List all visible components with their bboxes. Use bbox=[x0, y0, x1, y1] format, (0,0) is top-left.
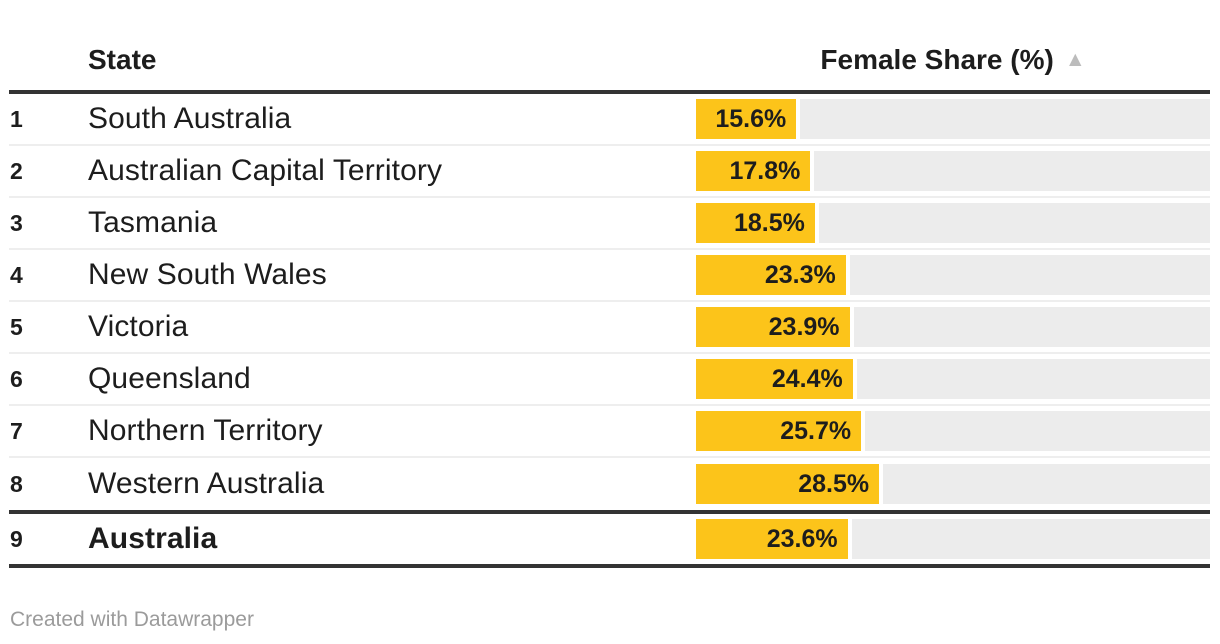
value-bar: 28.5% bbox=[696, 464, 880, 504]
sort-ascending-icon[interactable]: ▲ bbox=[1064, 47, 1086, 71]
bar-value-label: 25.7% bbox=[780, 416, 852, 445]
bar-value-label: 23.9% bbox=[768, 312, 840, 341]
row-state-label: Australian Capital Territory bbox=[88, 154, 443, 187]
bar-value-label: 18.5% bbox=[733, 208, 805, 237]
value-bar: 17.8% bbox=[696, 151, 811, 191]
row-bar-cell: 28.5% bbox=[696, 464, 1210, 504]
bar-track bbox=[853, 307, 1210, 347]
row-bar-cell: 23.6% bbox=[696, 519, 1210, 559]
row-state-label: Australia bbox=[88, 522, 218, 555]
bar-track bbox=[800, 99, 1210, 139]
table-row: 8 Western Australia 28.5% bbox=[9, 458, 1210, 510]
row-rank: 1 bbox=[10, 105, 23, 132]
row-rank: 8 bbox=[10, 470, 23, 497]
value-bar: 18.5% bbox=[696, 203, 815, 243]
credit-link[interactable]: Created with Datawrapper bbox=[10, 608, 254, 631]
row-state-label: New South Wales bbox=[88, 258, 327, 291]
row-rank: 4 bbox=[10, 261, 23, 288]
column-header-value-label: Female Share (%) bbox=[820, 44, 1054, 75]
bar-track bbox=[851, 519, 1210, 559]
bar-track bbox=[849, 255, 1210, 295]
bar-value-label: 28.5% bbox=[798, 469, 870, 498]
row-bar-cell: 25.7% bbox=[696, 411, 1210, 451]
bar-track bbox=[814, 151, 1210, 191]
row-state-label: Northern Territory bbox=[88, 414, 323, 447]
column-header-value[interactable]: Female Share (%) ▲ bbox=[696, 46, 1210, 74]
row-bar-cell: 23.3% bbox=[696, 255, 1210, 295]
table-row: 7 Northern Territory 25.7% bbox=[9, 406, 1210, 458]
row-rank: 5 bbox=[10, 313, 23, 340]
bar-value-label: 23.6% bbox=[766, 524, 838, 553]
bar-value-label: 17.8% bbox=[729, 156, 801, 185]
row-rank: 6 bbox=[10, 365, 23, 392]
value-bar: 24.4% bbox=[696, 359, 853, 399]
value-bar: 23.9% bbox=[696, 307, 850, 347]
row-bar-cell: 18.5% bbox=[696, 203, 1210, 243]
column-header-state[interactable]: State bbox=[88, 44, 157, 75]
bar-track bbox=[818, 203, 1210, 243]
table-row: 1 South Australia 15.6% bbox=[9, 94, 1210, 146]
row-state-label: Western Australia bbox=[88, 467, 325, 500]
row-state-label: Victoria bbox=[88, 310, 189, 343]
bar-track bbox=[865, 411, 1210, 451]
row-bar-cell: 17.8% bbox=[696, 151, 1210, 191]
bar-track bbox=[856, 359, 1210, 399]
row-rank: 7 bbox=[10, 417, 23, 444]
bar-track bbox=[883, 464, 1210, 504]
row-bar-cell: 24.4% bbox=[696, 359, 1210, 399]
table-row: 3 Tasmania 18.5% bbox=[9, 198, 1210, 250]
row-state-label: Tasmania bbox=[88, 206, 218, 239]
value-bar: 25.7% bbox=[696, 411, 862, 451]
row-state-label: Queensland bbox=[88, 362, 251, 395]
bar-value-label: 23.3% bbox=[764, 260, 836, 289]
row-state-label: South Australia bbox=[88, 102, 292, 135]
footer: Created with Datawrapper bbox=[9, 608, 1210, 632]
table-row: 6 Queensland 24.4% bbox=[9, 354, 1210, 406]
value-bar: 23.6% bbox=[696, 519, 848, 559]
value-bar: 23.3% bbox=[696, 255, 846, 295]
table-row: 2 Australian Capital Territory 17.8% bbox=[9, 146, 1210, 198]
row-bar-cell: 23.9% bbox=[696, 307, 1210, 347]
row-rank: 2 bbox=[10, 157, 23, 184]
table-row: 4 New South Wales 23.3% bbox=[9, 250, 1210, 302]
row-bar-cell: 15.6% bbox=[696, 99, 1210, 139]
row-rank: 3 bbox=[10, 209, 23, 236]
table-row: 9 Australia 23.6% bbox=[9, 510, 1210, 568]
value-bar: 15.6% bbox=[696, 99, 797, 139]
bar-value-label: 24.4% bbox=[771, 364, 843, 393]
table-row: 5 Victoria 23.9% bbox=[9, 302, 1210, 354]
row-rank: 9 bbox=[10, 525, 23, 552]
table-header-row: State Female Share (%) ▲ bbox=[9, 0, 1210, 94]
table-body: 1 South Australia 15.6% 2 Australian Cap… bbox=[9, 94, 1210, 568]
bar-value-label: 15.6% bbox=[715, 104, 787, 133]
